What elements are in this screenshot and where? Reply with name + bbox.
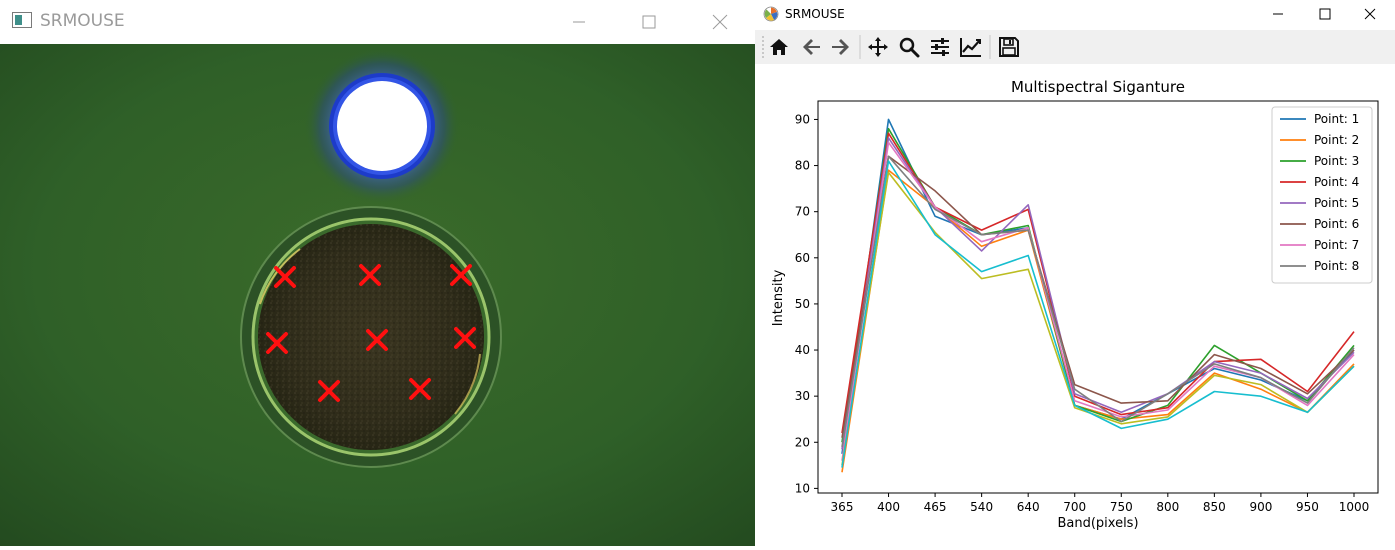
sample-marker-8 [409,378,431,400]
legend-label: Point: 2 [1314,133,1359,147]
home-icon [770,39,788,55]
zoom-icon [899,37,920,58]
x-tick-label: 750 [1110,500,1133,514]
x-tick-label: 540 [970,500,993,514]
close-button[interactable] [697,0,743,44]
y-tick-label: 80 [795,159,810,173]
close-icon [1364,8,1376,20]
sample-marker-5 [366,329,388,351]
plot-window-title: SRMOUSE [785,7,845,21]
sample-marker-6 [454,327,476,349]
x-tick-label: 900 [1249,500,1272,514]
y-tick-label: 30 [795,389,810,403]
forward-button[interactable] [827,33,855,61]
back-arrow-icon [803,39,820,55]
y-tick-label: 70 [795,205,810,219]
sample-marker-7 [318,380,340,402]
maximize-icon [1319,8,1331,20]
camera-image[interactable] [0,44,755,546]
plot-window: SRMOUSE [755,0,1395,546]
sample-marker-1 [274,266,296,288]
sample-marker-3 [450,264,472,286]
pan-button[interactable] [864,33,892,61]
y-tick-label: 10 [795,481,810,495]
y-tick-label: 20 [795,435,810,449]
camera-image-canvas [0,44,755,546]
legend: Point: 1 Point: 2 Point: 3 Point: 4 Point: 5… [1271,106,1373,284]
x-tick-label: 850 [1203,500,1226,514]
close-icon [712,14,728,30]
camera-window: SRMOUSE [0,0,755,546]
minimize-icon [1273,13,1283,15]
x-tick-label: 800 [1156,500,1179,514]
x-tick-label: 1000 [1339,500,1370,514]
y-tick-label: 90 [795,112,810,126]
legend-label: Point: 8 [1314,259,1359,273]
minimize-icon [573,21,585,23]
plot-close-button[interactable] [1347,0,1393,28]
edit-axes-icon [960,38,981,57]
matplotlib-logo-icon [763,6,779,22]
series-line-6 [841,155,1355,438]
forward-arrow-icon [832,39,849,55]
series-line-10 [841,160,1355,468]
app-window-icon [12,12,32,28]
line-chart: Multispectral Siganture Band(pixels) Int… [771,78,1379,531]
toolbar-separator [989,35,991,59]
sample-marker-2 [359,264,381,286]
legend-label: Point: 3 [1314,154,1359,168]
x-tick-label: 640 [1017,500,1040,514]
minimize-button[interactable] [556,0,602,44]
data-lines [841,118,1355,473]
save-button[interactable] [995,33,1023,61]
plot-minimize-button[interactable] [1255,0,1301,28]
y-tick-label: 60 [795,251,810,265]
x-tick-label: 400 [877,500,900,514]
edit-axes-button[interactable] [957,33,985,61]
toolbar-separator [859,35,861,59]
maximize-icon [642,15,656,29]
plot-window-titlebar[interactable]: SRMOUSE [755,0,1395,30]
save-icon [999,37,1019,57]
chart-title: Multispectral Siganture [1011,78,1185,96]
plot-frame [817,100,1379,494]
figure-canvas[interactable]: Multispectral Siganture Band(pixels) Int… [755,64,1395,546]
x-tick-label: 700 [1063,500,1086,514]
x-axis-label: Band(pixels) [1057,516,1138,531]
configure-subplots-button[interactable] [926,33,954,61]
axes: 365 400 465 540 640 700 750 800 850 900 950 1000 10 2… [795,100,1379,514]
maximize-button[interactable] [626,0,672,44]
zoom-button[interactable] [895,33,923,61]
navigation-toolbar [755,30,1395,65]
legend-box [1271,106,1373,284]
legend-label: Point: 5 [1314,196,1359,210]
y-tick-label: 40 [795,343,810,357]
series-line-8 [841,155,1355,448]
home-button[interactable] [765,33,793,61]
sample-marker-4 [266,332,288,354]
x-tick-label: 465 [924,500,947,514]
legend-label: Point: 1 [1314,112,1359,126]
y-axis-label: Intensity [771,269,786,326]
y-tick-label: 50 [795,297,810,311]
x-tick-label: 950 [1296,500,1319,514]
configure-subplots-icon [931,38,949,56]
legend-label: Point: 7 [1314,238,1359,252]
legend-label: Point: 4 [1314,175,1359,189]
legend-label: Point: 6 [1314,217,1359,231]
sample-point-markers [266,264,476,402]
plot-maximize-button[interactable] [1302,0,1348,28]
pan-icon [868,37,888,57]
camera-window-titlebar[interactable]: SRMOUSE [0,0,755,44]
camera-window-title: SRMOUSE [40,11,125,31]
back-button[interactable] [797,33,825,61]
x-tick-label: 365 [831,500,854,514]
